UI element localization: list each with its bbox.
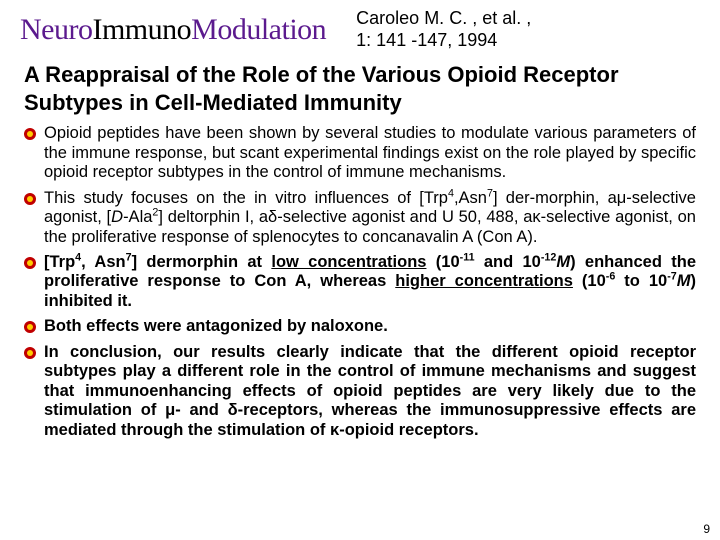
bullet-icon	[24, 128, 36, 140]
bullet-icon	[24, 257, 36, 269]
bullet-icon	[24, 347, 36, 359]
bullet-item: Opioid peptides have been shown by sever…	[24, 124, 696, 182]
bullet-item: [Trp4, Asn7] dermorphin at low concentra…	[24, 253, 696, 311]
bullet-item: In conclusion, our results clearly indic…	[24, 343, 696, 440]
logo-modulation: Modulation	[191, 13, 326, 46]
citation-authors: Caroleo M. C. , et al. ,	[356, 8, 531, 30]
bullet-item: This study focuses on the in vitro influ…	[24, 189, 696, 247]
citation-ref: 1: 141 -147, 1994	[356, 30, 531, 52]
slide-title: A Reappraisal of the Role of the Various…	[0, 55, 720, 124]
bullet-text: Both effects were antagonized by naloxon…	[44, 317, 696, 336]
bullet-text: This study focuses on the in vitro influ…	[44, 189, 696, 247]
bullet-text: In conclusion, our results clearly indic…	[44, 343, 696, 440]
bullet-text: Opioid peptides have been shown by sever…	[44, 124, 696, 182]
bullet-item: Both effects were antagonized by naloxon…	[24, 317, 696, 336]
logo-immuno: Immuno	[92, 13, 191, 46]
bullet-icon	[24, 321, 36, 333]
logo-neuro: Neuro	[20, 13, 92, 46]
journal-logo: NeuroImmunoModulation	[20, 13, 326, 47]
page-number: 9	[703, 522, 710, 536]
bullet-text: [Trp4, Asn7] dermorphin at low concentra…	[44, 253, 696, 311]
citation: Caroleo M. C. , et al. , 1: 141 -147, 19…	[356, 8, 531, 51]
bullet-icon	[24, 193, 36, 205]
body: Opioid peptides have been shown by sever…	[0, 124, 720, 440]
